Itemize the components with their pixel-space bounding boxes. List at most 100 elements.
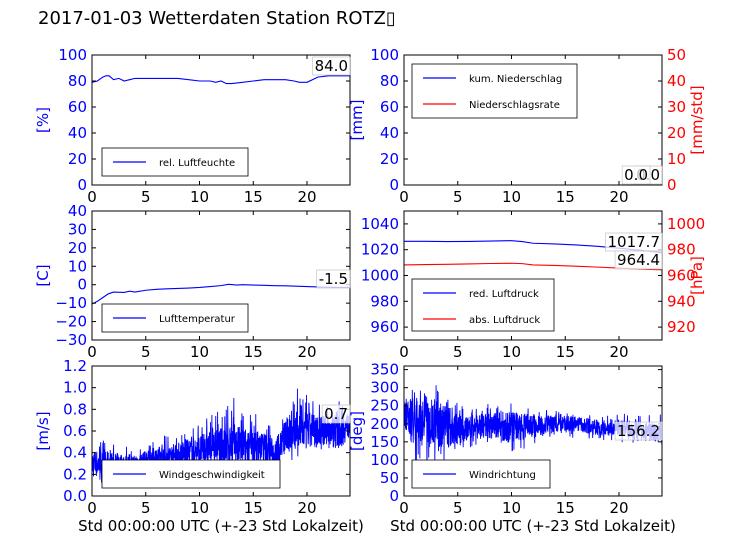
last-value-label: 0.0 — [624, 166, 648, 184]
y2-axis-label: [hPa] — [688, 256, 706, 295]
x-tick-label: 0 — [399, 188, 409, 206]
x-tick-label: 10 — [190, 343, 209, 361]
y-tick-label: 0 — [77, 276, 87, 294]
y-tick-label: 20 — [380, 150, 399, 168]
x-tick-label: 0 — [87, 343, 97, 361]
x-tick-label: 0 — [399, 499, 409, 517]
y2-axis-label: [mm/std] — [688, 85, 706, 154]
y-tick-label: 1000 — [361, 267, 399, 285]
last-value-label: 1017.7 — [608, 233, 661, 251]
x-tick-label: 5 — [141, 499, 151, 517]
y-tick-label: −10 — [55, 294, 87, 312]
y-tick-label: 0.8 — [63, 400, 87, 418]
last-value-label: 156.2 — [617, 422, 660, 440]
last-value-box — [312, 56, 351, 76]
y-tick-label: 0.0 — [63, 487, 87, 505]
x-tick-label: 0 — [87, 499, 97, 517]
last-value-label: 964.4 — [617, 251, 660, 269]
last-value-box — [316, 269, 351, 289]
y-tick-label: 0.2 — [63, 465, 87, 483]
y2-tick-label: 980 — [667, 241, 696, 259]
x-tick-label: 5 — [453, 343, 463, 361]
legend-box — [411, 63, 578, 119]
last-value-label: 0.7 — [324, 405, 348, 423]
legend: rel. Luftfeuchte — [101, 147, 249, 177]
x-tick-label: 5 — [141, 188, 151, 206]
x-tick-label: 15 — [556, 188, 575, 206]
x-tick-label: 20 — [609, 343, 628, 361]
legend: Windrichtung — [411, 459, 551, 489]
windspeed-panel: 0 5 10 15 20 0.0 0.2 0.4 0.6 0.8 1.0 1.2 [m/s] Std 00… — [34, 357, 364, 535]
y-tick-label: −20 — [55, 313, 87, 331]
x-tick-label: 10 — [502, 343, 521, 361]
x-tick-label: 20 — [297, 343, 316, 361]
x-tick-label: 15 — [244, 499, 263, 517]
axes-frame — [91, 54, 351, 186]
x-tick-label: 15 — [556, 499, 575, 517]
y2-tick-label: 30 — [667, 98, 686, 116]
x-tick-label: 10 — [190, 499, 209, 517]
last-value-box — [621, 165, 651, 185]
y-tick-label: 80 — [68, 72, 87, 90]
y-tick-label: 1.2 — [63, 357, 87, 375]
legend-label: rel. Luftfeuchte — [159, 158, 235, 169]
legend-label: Windgeschwindigkeit — [159, 470, 265, 481]
temperature-panel: 0 5 10 15 20−30−20−10010203040[C]Lufttempera… — [34, 202, 351, 361]
y-tick-label: 150 — [370, 433, 399, 451]
last-value-box — [614, 250, 663, 270]
x-tick-label: 5 — [453, 499, 463, 517]
pressure-panel: 0 5 10 15 20 960 980 1000 1020 1040 920 940 960 980 10… — [361, 210, 706, 361]
y-tick-label: 1040 — [361, 215, 399, 233]
y-tick-label: 60 — [380, 98, 399, 116]
legend-label: Lufttemperatur — [159, 314, 236, 325]
x-tick-label: 10 — [502, 499, 521, 517]
y-tick-label: 0 — [389, 176, 399, 194]
y-tick-label: −30 — [55, 331, 87, 349]
y-axis-label: [m/s] — [34, 411, 52, 450]
y-tick-label: 80 — [380, 72, 399, 90]
precipitation-panel: 0 5 10 15 20 0 20 40 60 80 100 0 10 20 30 40 50 [mm] [mm/s… — [348, 46, 706, 206]
x-axis-label: Std 00:00:00 UTC (+-23 Std Lokalzeit) — [390, 517, 676, 535]
legend: Lufttemperatur — [101, 303, 249, 333]
humidity-series — [92, 75, 350, 85]
x-tick-label: 0 — [87, 188, 97, 206]
y2-tick-label: 50 — [667, 46, 686, 64]
series-line-lufttemperatur — [92, 283, 350, 305]
y-tick-label: 30 — [68, 220, 87, 238]
legend: red. Luftdruck abs. Luftdruck — [411, 278, 555, 332]
y-tick-label: 100 — [58, 46, 87, 64]
y2-tick-label: 40 — [667, 72, 686, 90]
legend-label: Windrichtung — [469, 470, 536, 481]
last-value-box — [321, 404, 351, 424]
y-tick-label: 960 — [370, 318, 399, 336]
y-tick-label: 250 — [370, 397, 399, 415]
legend-label: red. Luftdruck — [469, 289, 539, 300]
y-tick-label: 200 — [370, 415, 399, 433]
y-tick-label: 100 — [370, 46, 399, 64]
y-tick-label: 1020 — [361, 241, 399, 259]
y-tick-label: 60 — [68, 98, 87, 116]
y-tick-label: 980 — [370, 292, 399, 310]
y-tick-label: 0 — [77, 176, 87, 194]
y-tick-label: 300 — [370, 379, 399, 397]
x-tick-label: 10 — [502, 188, 521, 206]
humidity-panel: 0 5 10 15 20 0 20 40 60 80 100 [%] rel. Luftfeuchte 8… — [34, 46, 351, 206]
y-axis-label: [deg] — [348, 411, 366, 451]
y-tick-label: 20 — [68, 239, 87, 257]
x-tick-label: 20 — [297, 499, 316, 517]
x-tick-label: 20 — [297, 188, 316, 206]
last-value-label: -1.5 — [319, 270, 348, 288]
x-tick-label: 20 — [609, 188, 628, 206]
legend-label: abs. Luftdruck — [469, 315, 540, 326]
x-axis-label: Std 00:00:00 UTC (+-23 Std Lokalzeit) — [78, 517, 364, 535]
y-tick-label: 0 — [389, 487, 399, 505]
y-tick-label: 10 — [68, 257, 87, 275]
legend: kum. Niederschlag Niederschlagsrate — [411, 63, 578, 119]
y-tick-label: 1.0 — [63, 379, 87, 397]
y-tick-label: 50 — [380, 469, 399, 487]
y-tick-label: 350 — [370, 361, 399, 379]
x-tick-label: 0 — [399, 343, 409, 361]
x-tick-label: 5 — [453, 188, 463, 206]
y-tick-label: 0.4 — [63, 444, 87, 462]
